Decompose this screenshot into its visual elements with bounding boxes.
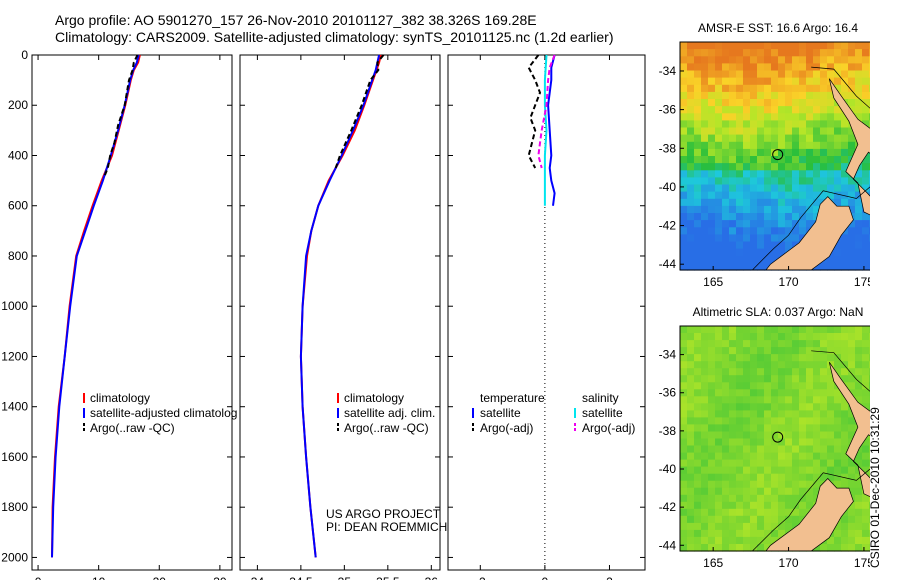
y-tick-label: 1400 bbox=[1, 400, 28, 414]
y-tick-label: 200 bbox=[8, 98, 28, 112]
y-tick-label: 1600 bbox=[1, 450, 28, 464]
legend-label: satellite-adjusted climatolog bbox=[90, 406, 237, 420]
y-tick-label: -42 bbox=[659, 500, 677, 514]
plot-frame bbox=[239, 54, 441, 571]
x-tick-label: 0 bbox=[542, 575, 549, 580]
legend-label: satellite bbox=[582, 406, 623, 420]
sst-map-chart: AMSR-E SST: 16.6 Argo: 16.4 165 170 175 -34 -… bbox=[659, 21, 870, 289]
title-line-1: Argo profile: AO 5901270_157 26-Nov-2010… bbox=[55, 12, 537, 28]
x-tick-label: 35 bbox=[338, 575, 352, 580]
series-line-2 bbox=[543, 54, 548, 206]
credit-line-1: US ARGO PROJECT bbox=[326, 507, 441, 521]
map-raster bbox=[680, 42, 870, 271]
legend-heading-temperature: temperature bbox=[480, 391, 545, 405]
series-line-1 bbox=[51, 54, 140, 558]
x-tick-label: 20 bbox=[153, 575, 167, 580]
difference-profile-chart: -202difference from climatologytemperatu… bbox=[447, 54, 646, 580]
x-tick-label: 34.5 bbox=[289, 575, 313, 580]
y-tick-label: -40 bbox=[659, 462, 677, 476]
map-raster bbox=[680, 326, 870, 552]
credit-line-2: PI: DEAN ROEMMICH bbox=[326, 520, 448, 534]
y-tick-label: -38 bbox=[659, 141, 677, 155]
temperature-profile-chart: 0 10 20 30 0 200 400 600 800 1000 1200 1400 1600 1800… bbox=[1, 48, 237, 580]
argo-position-marker bbox=[772, 149, 784, 161]
series-line-2 bbox=[103, 54, 139, 176]
x-tick-label: 170 bbox=[779, 556, 799, 570]
series-line-2 bbox=[334, 54, 385, 169]
y-tick-label: -44 bbox=[659, 538, 677, 552]
y-tick-label: 1200 bbox=[1, 349, 28, 363]
legend-label: Argo(-adj) bbox=[480, 421, 533, 435]
series-line-3 bbox=[537, 54, 556, 169]
y-tick-label: -44 bbox=[659, 257, 677, 271]
map-title: AMSR-E SST: 16.6 Argo: 16.4 bbox=[698, 21, 858, 35]
legend-heading-salinity: salinity bbox=[582, 391, 619, 405]
legend-label: climatology bbox=[90, 391, 150, 405]
y-tick-label: -42 bbox=[659, 219, 677, 233]
y-tick-label: 600 bbox=[8, 199, 28, 213]
y-tick-label: -34 bbox=[659, 348, 677, 362]
legend-label: Argo(..raw -QC) bbox=[344, 421, 429, 435]
x-tick-label: 34 bbox=[251, 575, 265, 580]
y-tick-label: -36 bbox=[659, 103, 677, 117]
sla-map-chart: Altimetric SLA: 0.037 Argo: NaN 165 170 175… bbox=[659, 305, 870, 570]
timestamp-stamp: CSIRO 01-Dec-2010 10:31:29 bbox=[868, 407, 882, 568]
shelf-contour bbox=[811, 66, 870, 109]
x-tick-label: 36 bbox=[425, 575, 439, 580]
map-frame bbox=[679, 41, 870, 271]
shelf-contour bbox=[752, 186, 870, 271]
y-tick-label: 800 bbox=[8, 249, 28, 263]
north-island-land bbox=[828, 78, 870, 216]
legend-label: Argo(..raw -QC) bbox=[90, 421, 175, 435]
map-frame bbox=[679, 325, 870, 552]
legend-label: climatology bbox=[344, 391, 404, 405]
legend-label: Argo(-adj) bbox=[582, 421, 635, 435]
map-title: Altimetric SLA: 0.037 Argo: NaN bbox=[693, 305, 864, 319]
x-tick-label: 165 bbox=[703, 556, 723, 570]
x-tick-label: 35.5 bbox=[376, 575, 400, 580]
y-tick-label: 2000 bbox=[1, 550, 28, 564]
x-tick-label: 165 bbox=[703, 275, 723, 289]
argo-position-marker bbox=[772, 431, 784, 443]
x-tick-label: 170 bbox=[779, 275, 799, 289]
legend-label: satellite adj. clim. bbox=[344, 406, 435, 420]
y-tick-label: 0 bbox=[21, 48, 28, 62]
y-tick-label: 1000 bbox=[1, 299, 28, 313]
y-tick-label: 400 bbox=[8, 148, 28, 162]
y-tick-label: -38 bbox=[659, 424, 677, 438]
x-tick-label: 2 bbox=[606, 575, 613, 580]
north-island-land bbox=[828, 361, 870, 498]
salinity-profile-chart: 3434.53535.536salinityclimatologysatelli… bbox=[239, 54, 441, 580]
x-tick-label: 175 bbox=[854, 275, 870, 289]
shelf-contour bbox=[752, 468, 870, 552]
shelf-contour bbox=[811, 350, 870, 392]
series-line-1 bbox=[527, 54, 542, 169]
y-tick-label: -40 bbox=[659, 180, 677, 194]
y-tick-label: -34 bbox=[659, 64, 677, 78]
x-tick-label: 30 bbox=[213, 575, 227, 580]
x-tick-label: 10 bbox=[92, 575, 106, 580]
title-line-2: Climatology: CARS2009. Satellite-adjuste… bbox=[55, 29, 614, 45]
x-tick-label: 175 bbox=[854, 556, 870, 570]
legend-label: satellite bbox=[480, 406, 521, 420]
x-tick-label: -2 bbox=[475, 575, 486, 580]
y-tick-label: -36 bbox=[659, 386, 677, 400]
series-line-0 bbox=[547, 54, 556, 206]
x-tick-label: 0 bbox=[35, 575, 42, 580]
y-tick-label: 1800 bbox=[1, 500, 28, 514]
plot-frame bbox=[31, 54, 233, 571]
